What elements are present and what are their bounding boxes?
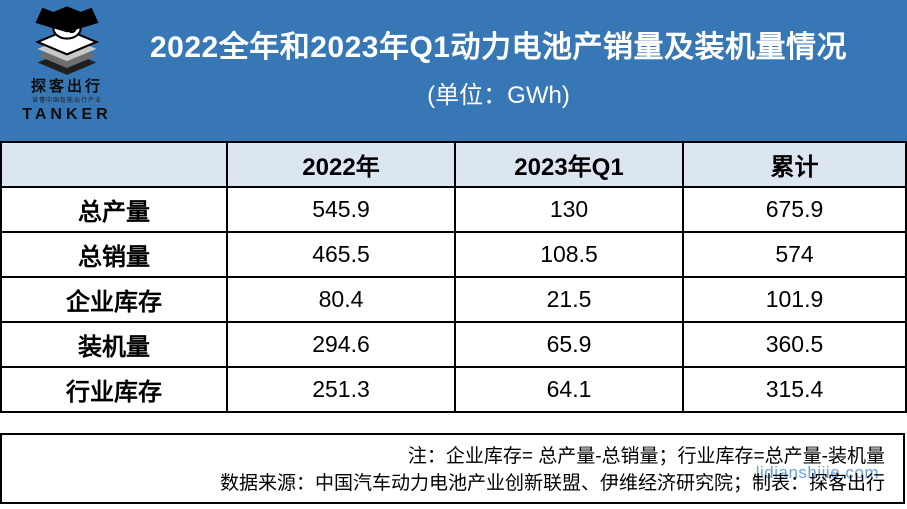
- table-cell: 108.5: [454, 231, 684, 278]
- row-label: 装机量: [0, 321, 228, 368]
- row-label: 企业库存: [0, 276, 228, 323]
- table-row: 总销量 465.5 108.5 574: [0, 231, 907, 278]
- logo-tagline: 读懂中国智能出行产业: [31, 97, 102, 104]
- table-cell: 101.9: [682, 276, 907, 323]
- page-title: 2022全年和2023年Q1动力电池产销量及装机量情况: [150, 31, 847, 65]
- column-header-total: 累计: [682, 141, 907, 188]
- row-label: 总销量: [0, 231, 228, 278]
- table-row: 行业库存 251.3 64.1 315.4: [0, 366, 907, 413]
- table-header-row: 2022年 2023年Q1 累计: [0, 141, 907, 188]
- logo-name: 探客出行: [30, 78, 103, 95]
- table-row: 企业库存 80.4 21.5 101.9: [0, 276, 907, 323]
- footnote-note: 注：企业库存= 总产量-总销量；行业库存=总产量-装机量: [407, 446, 885, 467]
- table-cell: 545.9: [226, 186, 456, 233]
- watermark: lidianshijie.com: [755, 463, 879, 482]
- table-cell: 80.4: [226, 276, 456, 323]
- banner: 探客出行 读懂中国智能出行产业 TANKER 2022全年和2023年Q1动力电…: [0, 0, 907, 141]
- table-cell: 315.4: [682, 366, 907, 413]
- table-cell: 465.5: [226, 231, 456, 278]
- footnote-source: 数据来源：中国汽车动力电池产业创新联盟、伊维经济研究院；制表：探客出行: [219, 473, 885, 494]
- column-header-2023q1: 2023年Q1: [454, 141, 684, 188]
- logo-brand: TANKER: [22, 105, 112, 123]
- table-cell: 65.9: [454, 321, 684, 368]
- title-block: 2022全年和2023年Q1动力电池产销量及装机量情况 (单位：GWh): [120, 0, 877, 141]
- table-cell: 294.6: [226, 321, 456, 368]
- corner-cell: [0, 141, 228, 188]
- page-subtitle: (单位：GWh): [427, 81, 570, 109]
- table-cell: 360.5: [682, 321, 907, 368]
- brand-logo: 探客出行 读懂中国智能出行产业 TANKER: [12, 5, 122, 123]
- footnote-box: 注：企业库存= 总产量-总销量；行业库存=总产量-装机量 数据来源：中国汽车动力…: [0, 433, 905, 504]
- column-header-2022: 2022年: [226, 141, 456, 188]
- table-cell: 574: [682, 231, 907, 278]
- row-label: 行业库存: [0, 366, 228, 413]
- battery-data-table: 2022年 2023年Q1 累计 总产量 545.9 130 675.9 总销量…: [0, 141, 907, 413]
- table-cell: 64.1: [454, 366, 684, 413]
- tanker-mascot-icon: [34, 6, 100, 75]
- table-cell: 21.5: [454, 276, 684, 323]
- table-cell: 130: [454, 186, 684, 233]
- table-cell: 675.9: [682, 186, 907, 233]
- row-label: 总产量: [0, 186, 228, 233]
- table-cell: 251.3: [226, 366, 456, 413]
- table-row: 总产量 545.9 130 675.9: [0, 186, 907, 233]
- table-row: 装机量 294.6 65.9 360.5: [0, 321, 907, 368]
